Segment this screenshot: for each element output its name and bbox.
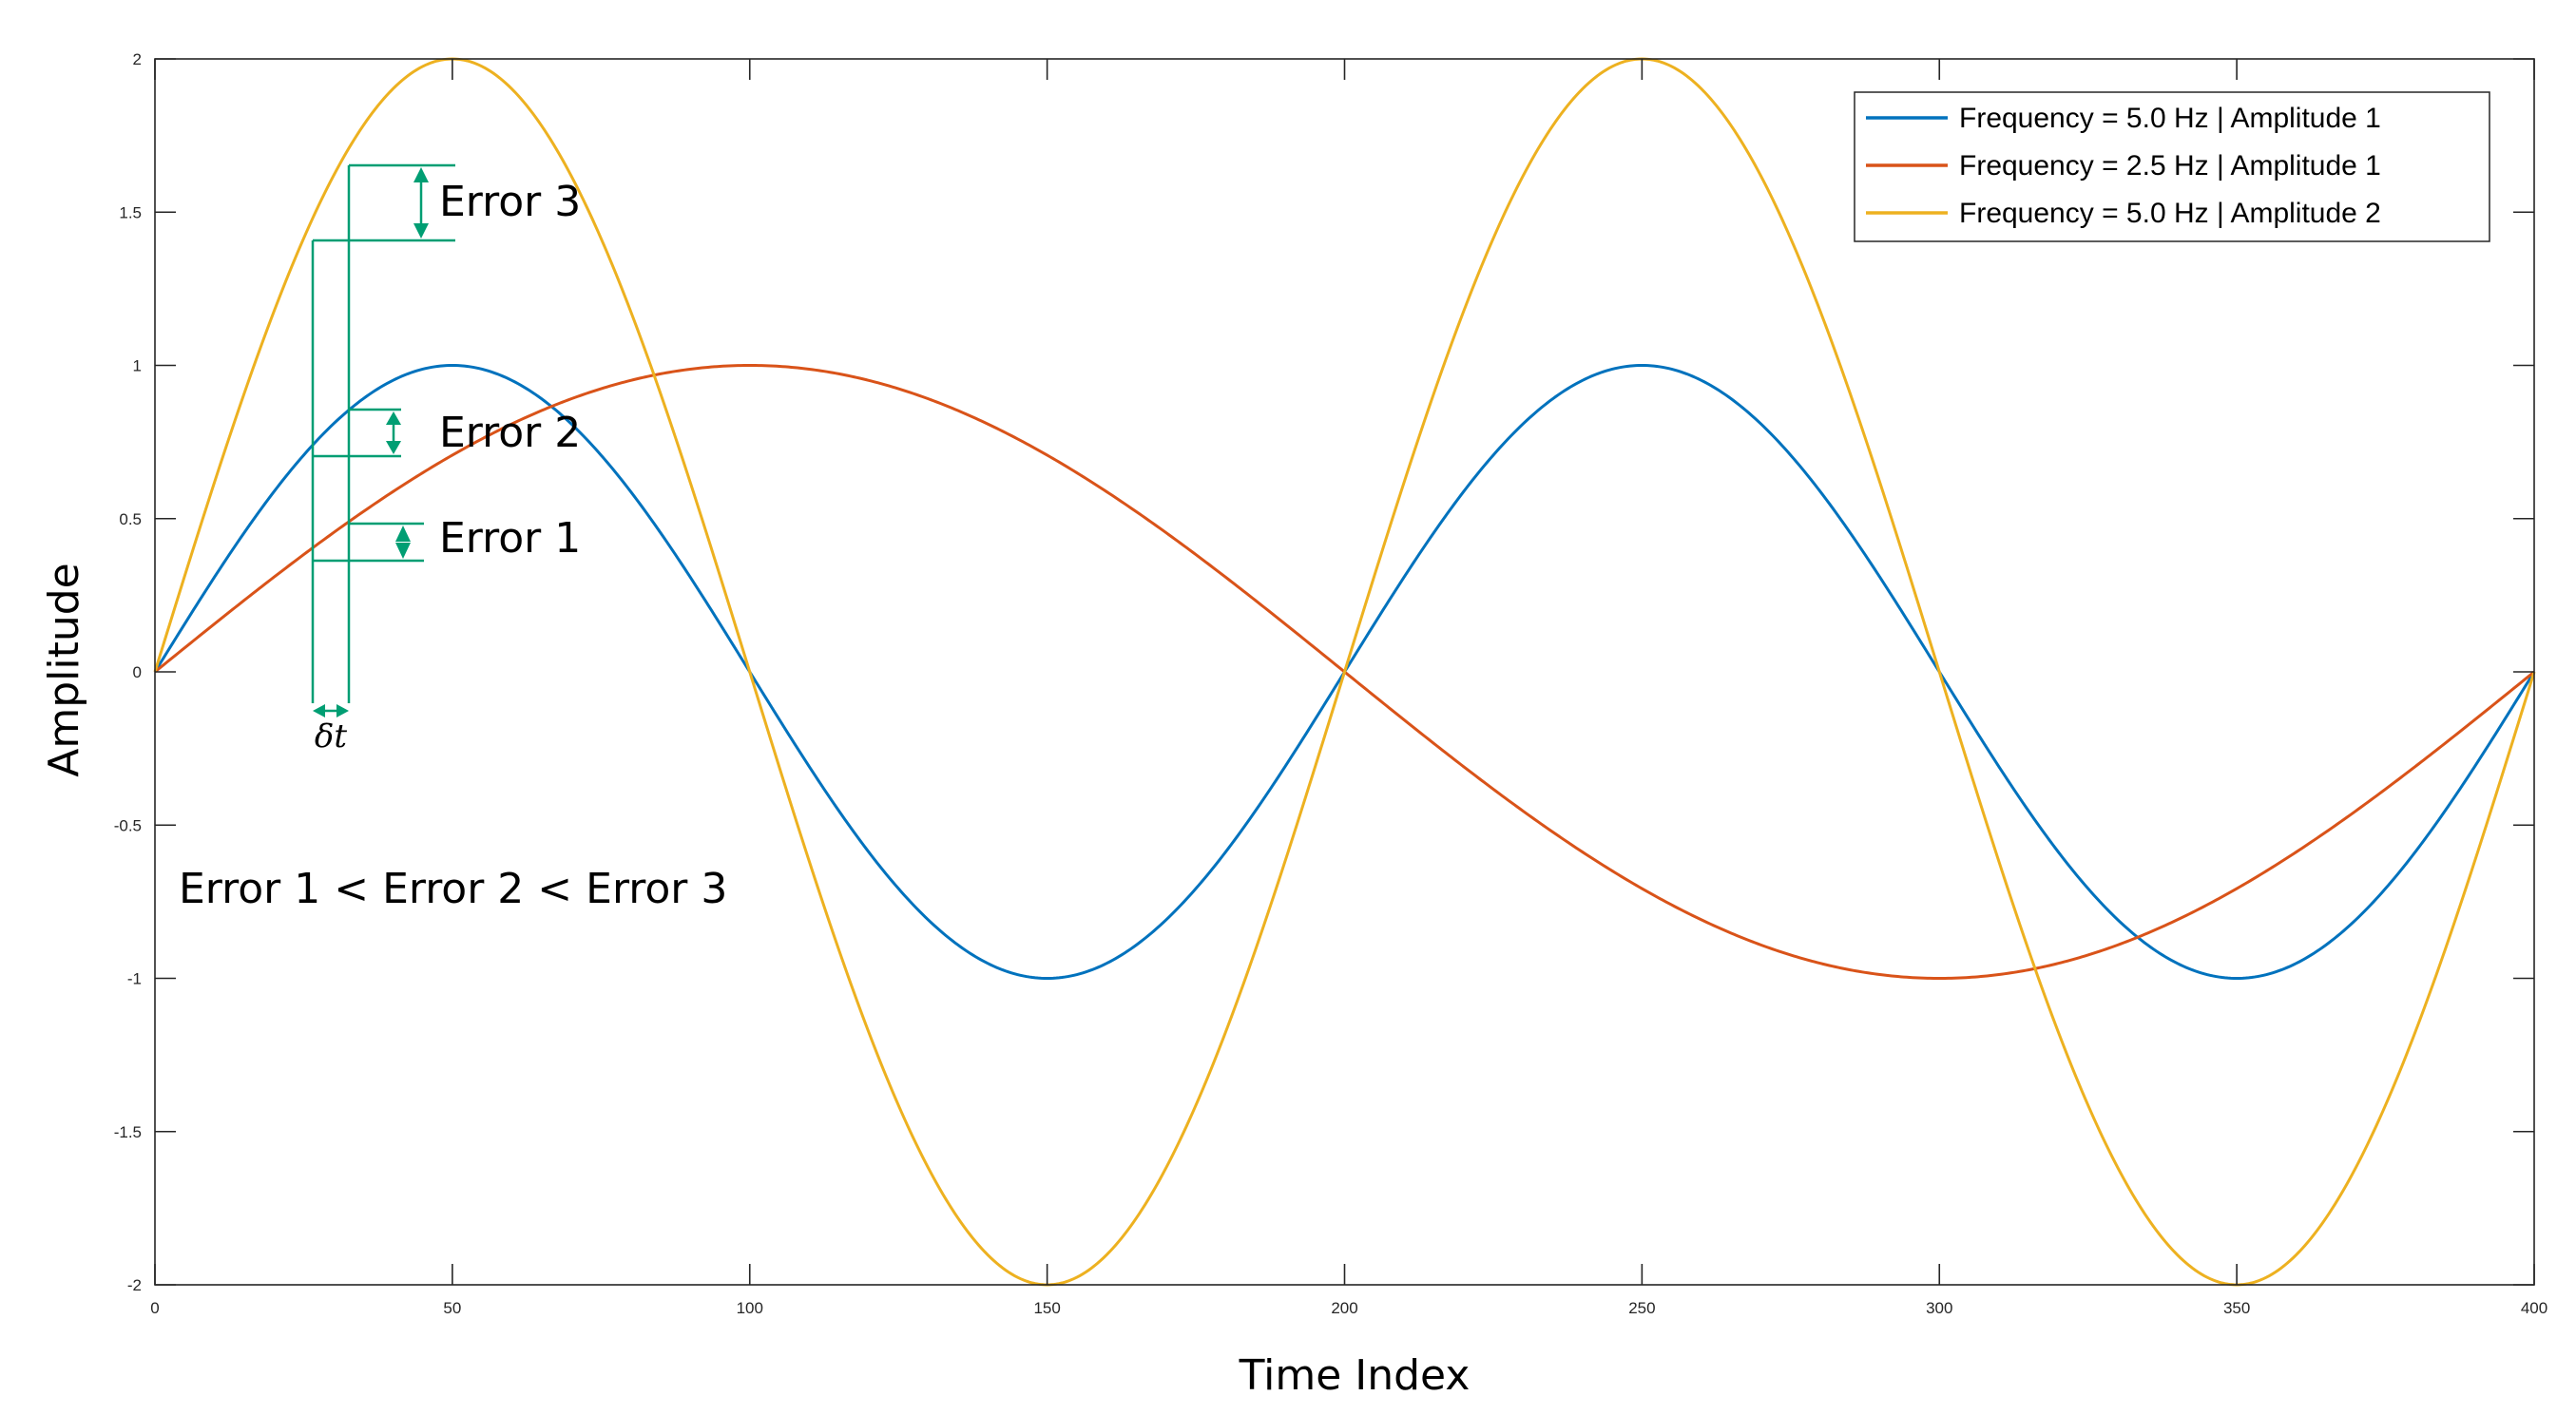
x-tick-label: 350 <box>2223 1299 2250 1317</box>
y-axis-label: Amplitude <box>40 563 88 776</box>
legend: Frequency = 5.0 Hz | Amplitude 1 Frequen… <box>1854 91 2490 242</box>
error-3-arrow-head-up <box>413 167 429 182</box>
error-3-arrow-head-down <box>413 223 429 239</box>
error-3-label: Error 3 <box>439 178 581 226</box>
legend-entry-series-1: Frequency = 5.0 Hz | Amplitude 1 <box>1959 103 2381 134</box>
x-tick-label: 150 <box>1033 1299 1060 1317</box>
x-tick-label: 200 <box>1331 1299 1357 1317</box>
x-axis-label: Time Index <box>1239 1351 1471 1400</box>
error-1-arrow-head-up <box>395 526 411 542</box>
series-lines <box>153 57 2536 1287</box>
error-annotations <box>311 163 455 717</box>
delta-t-label: δt <box>315 717 347 755</box>
y-tick-label: 2 <box>133 50 142 68</box>
y-tick-label: -1 <box>127 970 142 988</box>
legend-entry-series-3: Frequency = 5.0 Hz | Amplitude 2 <box>1959 198 2381 229</box>
error-2-label: Error 2 <box>439 409 581 457</box>
x-tick-label: 100 <box>737 1299 763 1317</box>
x-tick-label: 300 <box>1926 1299 1952 1317</box>
error-1-arrow-head-down <box>395 543 411 559</box>
y-tick-label: 0.5 <box>119 510 142 528</box>
y-tick-label: 0 <box>133 663 142 681</box>
error-2-arrow-head-down <box>386 441 401 454</box>
x-tick-label: 400 <box>2521 1299 2547 1317</box>
y-tick-label: -1.5 <box>114 1123 142 1141</box>
error-comparison-text: Error 1 < Error 2 < Error 3 <box>179 865 727 913</box>
error-2-arrow-head-up <box>386 411 401 425</box>
x-tick-label: 250 <box>1628 1299 1655 1317</box>
y-tick-label: -2 <box>127 1276 142 1294</box>
delta-t-arrow-head-left <box>313 704 325 717</box>
legend-entry-series-2: Frequency = 2.5 Hz | Amplitude 1 <box>1959 150 2381 182</box>
legend-box <box>1854 91 2490 242</box>
tick-labels: 0 50 100 150 200 250 300 350 400 2 1.5 1 0.5 0 -0.5 -1 -… <box>114 50 2547 1317</box>
tick-marks <box>154 58 2535 1286</box>
error-1-label: Error 1 <box>439 514 581 563</box>
y-tick-label: 1.5 <box>119 203 142 221</box>
x-tick-label: 0 <box>150 1299 159 1317</box>
y-tick-label: 1 <box>133 357 142 375</box>
series-line-3 <box>153 57 2536 1287</box>
delta-t-arrow-head-right <box>336 704 349 717</box>
x-tick-label: 50 <box>443 1299 461 1317</box>
y-tick-label: -0.5 <box>114 816 142 834</box>
